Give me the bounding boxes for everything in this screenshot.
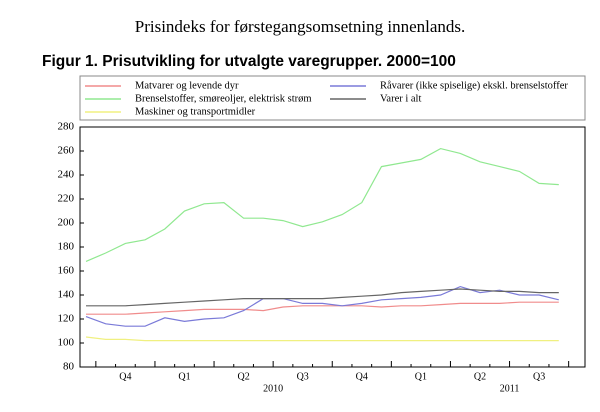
y-tick-label: 120 [58,313,75,325]
y-tick-label: 260 [58,145,75,157]
legend-label: Råvarer (ikke spiselige) ekskl. brensels… [380,80,568,91]
x-tick-label: Q2 [237,371,249,382]
chart-title: Figur 1. Prisutvikling for utvalgte vare… [42,53,456,70]
y-tick-label: 80 [63,361,75,373]
series-line [86,301,559,315]
x-tick-label: Q4 [356,371,368,382]
y-tick-label: 220 [58,193,75,205]
plot-frame [79,126,586,368]
y-tick-label: 140 [58,289,75,301]
year-label: 2011 [500,383,520,394]
x-tick-label: Q1 [415,371,427,382]
page-title: Prisindeks for førstegangsomsetning inne… [135,17,466,36]
x-tick-label: Q2 [474,371,486,382]
legend-label: Varer i alt [380,93,421,104]
series-line [85,285,559,327]
series-line [85,336,559,342]
y-tick-label: 100 [58,337,75,349]
y-tick-label: 240 [58,169,75,181]
x-tick-label: Q1 [178,371,190,382]
legend-label: Maskiner og transportmidler [135,106,256,117]
legend-label: Brenselstoffer, smøreoljer, elektrisk st… [135,93,312,104]
y-tick-label: 160 [58,265,75,277]
x-tick-label: Q3 [533,371,545,382]
y-tick-label: 200 [58,217,75,229]
series-line [85,147,559,262]
series-line [86,288,559,307]
legend-label: Matvarer og levende dyr [135,80,239,91]
x-tick-label: Q3 [297,371,309,382]
x-tick-label: Q4 [119,371,131,382]
y-tick-label: 280 [58,121,75,133]
y-tick-label: 180 [58,241,75,253]
year-label: 2010 [263,383,283,394]
legend-box [79,75,586,121]
